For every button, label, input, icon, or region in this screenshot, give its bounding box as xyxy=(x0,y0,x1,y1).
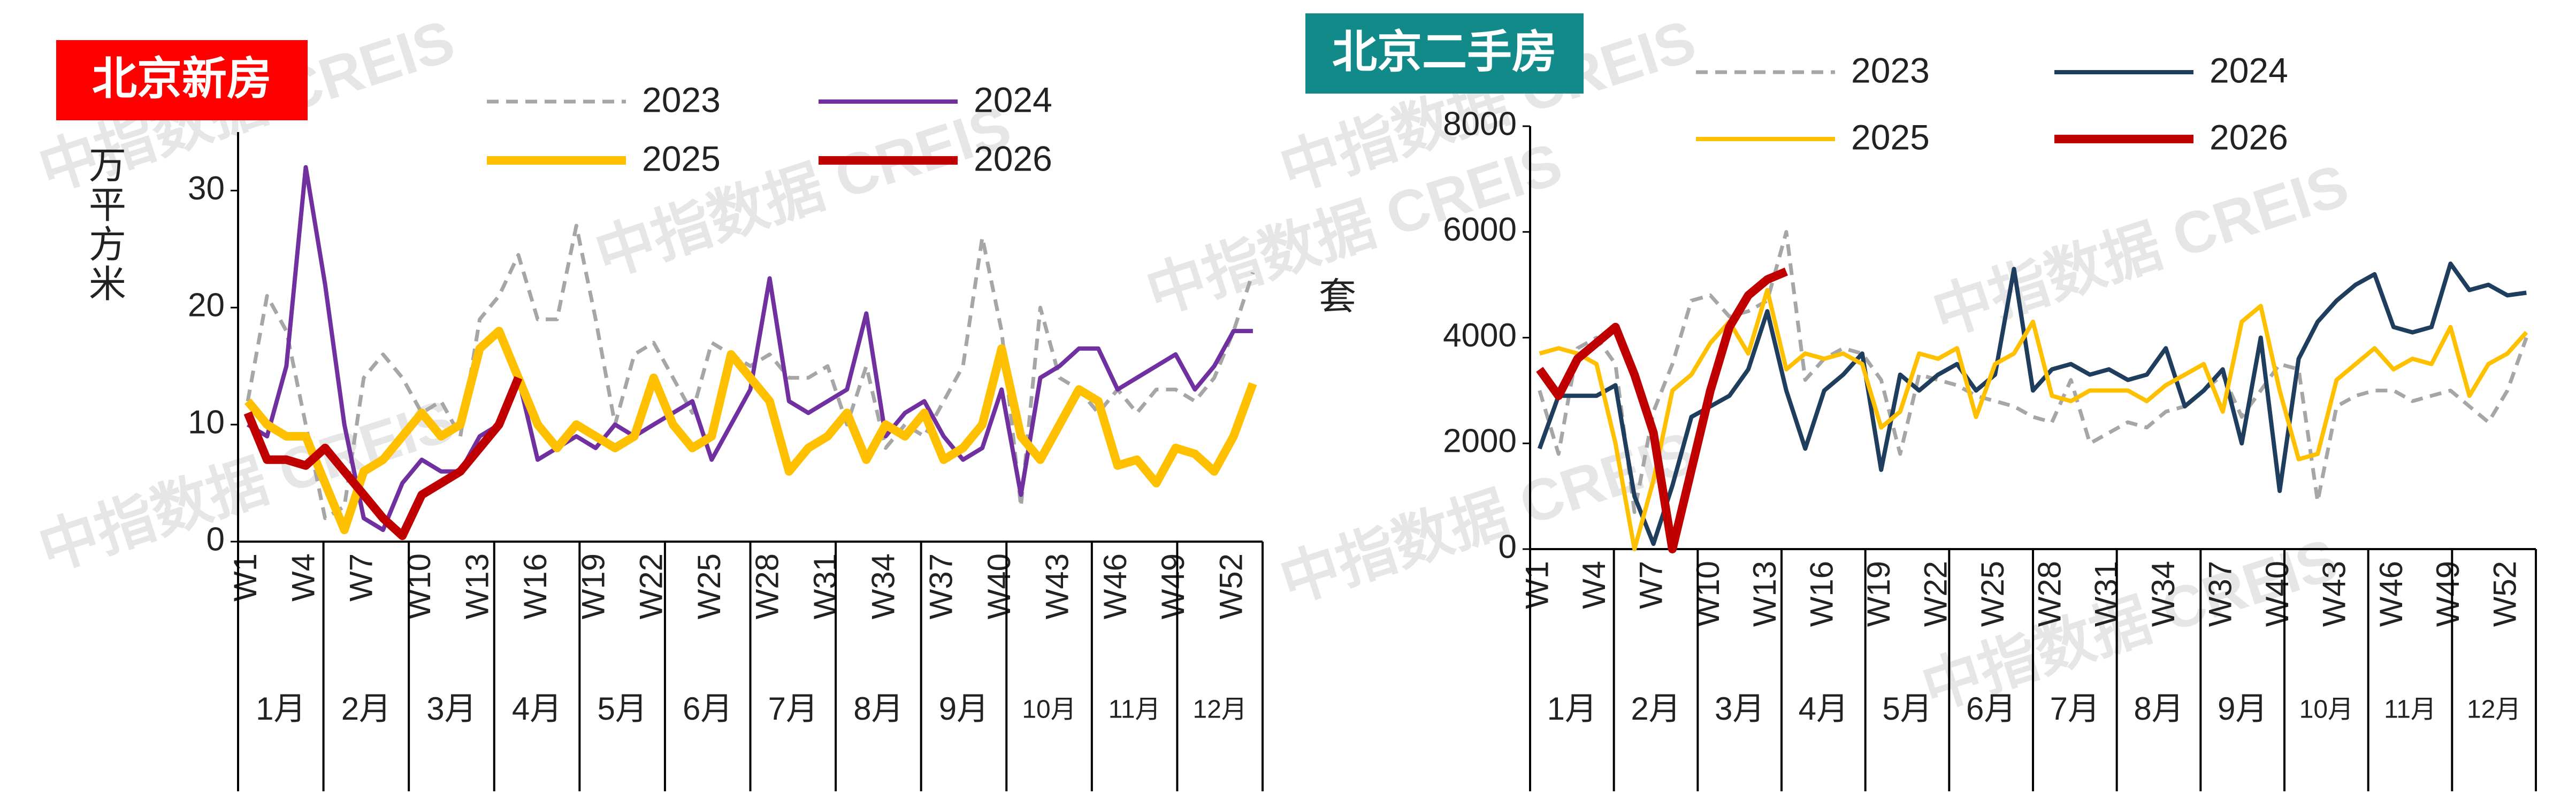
month-label: 6月 xyxy=(1966,691,2016,727)
series-line xyxy=(1538,230,2528,514)
month-label: 9月 xyxy=(939,691,989,727)
month-label: 7月 xyxy=(768,691,818,727)
x-tick-label: W25 xyxy=(1975,561,2011,627)
legend-label: 2026 xyxy=(974,138,1052,178)
x-tick-label: W10 xyxy=(401,553,437,619)
month-label: 12月 xyxy=(1193,696,1247,724)
x-tick-label: W37 xyxy=(923,553,959,619)
y-tick-label: 30 xyxy=(188,170,225,207)
x-tick-label: W40 xyxy=(2259,561,2295,627)
y-tick-label: 8000 xyxy=(1443,105,1517,142)
x-tick-label: W46 xyxy=(1097,553,1133,619)
month-label: 10月 xyxy=(1022,696,1076,724)
series-line xyxy=(247,165,1253,533)
legend-label: 2023 xyxy=(642,80,721,119)
legend-label: 2026 xyxy=(2210,117,2288,157)
y-tick-label: 0 xyxy=(207,521,225,558)
x-tick-label: W10 xyxy=(1690,561,1726,627)
x-tick-label: W31 xyxy=(2089,561,2124,627)
x-tick-label: W28 xyxy=(749,553,785,619)
x-tick-label: W31 xyxy=(807,553,843,619)
y-tick-label: 6000 xyxy=(1443,211,1517,248)
x-tick-label: W22 xyxy=(633,553,669,619)
month-label: 8月 xyxy=(2134,691,2183,727)
legend-label: 2024 xyxy=(2210,50,2288,90)
month-label: 4月 xyxy=(1799,691,1848,727)
x-tick-label: W52 xyxy=(2487,561,2523,627)
x-tick-label: W25 xyxy=(691,553,727,619)
x-tick-label: W13 xyxy=(459,553,495,619)
x-tick-label: W7 xyxy=(343,553,379,602)
month-label: 2月 xyxy=(1631,691,1680,727)
x-tick-label: W1 xyxy=(227,553,263,602)
watermark: 中指数据 CREIS xyxy=(587,93,1018,289)
month-label: 11月 xyxy=(1109,696,1161,724)
series-line xyxy=(246,223,1255,520)
x-tick-label: W49 xyxy=(1155,553,1191,619)
month-label: 11月 xyxy=(2384,696,2436,724)
y-tick-label: 4000 xyxy=(1443,317,1517,354)
month-label: 8月 xyxy=(853,691,903,727)
month-label: 10月 xyxy=(2299,696,2353,724)
x-tick-label: W19 xyxy=(1861,561,1897,627)
x-tick-label: W4 xyxy=(285,553,321,602)
month-label: 1月 xyxy=(1547,691,1597,727)
y-axis-label: 万平方米 xyxy=(84,145,126,304)
month-label: 9月 xyxy=(2218,691,2267,727)
y-tick-label: 0 xyxy=(1499,528,1517,565)
y-axis-label: 套 xyxy=(1319,275,1356,317)
legend-label: 2025 xyxy=(1851,117,1930,157)
x-tick-label: W4 xyxy=(1576,561,1612,609)
month-label: 6月 xyxy=(683,691,732,727)
watermark: 中指数据 CREIS xyxy=(1925,152,2356,348)
legend-label: 2023 xyxy=(1851,50,1930,90)
x-tick-label: W22 xyxy=(1917,561,1953,627)
chart-title: 北京二手房 xyxy=(1332,27,1557,77)
x-tick-label: W16 xyxy=(1804,561,1840,627)
x-tick-label: W1 xyxy=(1519,561,1555,609)
month-label: 5月 xyxy=(597,691,647,727)
x-tick-label: W28 xyxy=(2031,561,2067,627)
x-tick-label: W16 xyxy=(517,553,553,619)
x-tick-label: W7 xyxy=(1633,561,1669,609)
x-tick-label: W43 xyxy=(1039,553,1075,619)
month-label: 3月 xyxy=(1715,691,1764,727)
x-tick-label: W37 xyxy=(2203,561,2238,627)
chart-title: 北京新房 xyxy=(92,53,272,104)
x-tick-label: W19 xyxy=(575,553,611,619)
month-label: 3月 xyxy=(426,691,476,727)
month-label: 5月 xyxy=(1882,691,1932,727)
x-tick-label: W40 xyxy=(981,553,1017,619)
y-tick-label: 2000 xyxy=(1443,423,1517,460)
month-label: 12月 xyxy=(2467,696,2521,724)
x-tick-label: W52 xyxy=(1213,553,1249,619)
y-tick-label: 10 xyxy=(188,404,225,441)
x-tick-label: W34 xyxy=(2145,561,2181,627)
x-tick-label: W49 xyxy=(2430,561,2466,627)
series-line xyxy=(244,327,1257,535)
x-tick-label: W43 xyxy=(2316,561,2352,627)
month-label: 7月 xyxy=(2050,691,2100,727)
month-label: 2月 xyxy=(341,691,391,727)
series-line xyxy=(243,376,523,541)
legend-label: 2024 xyxy=(974,80,1052,119)
x-tick-label: W34 xyxy=(865,553,901,619)
title-box xyxy=(1305,13,1584,94)
y-tick-label: 20 xyxy=(188,287,225,324)
month-label: 1月 xyxy=(256,691,305,727)
x-tick-label: W13 xyxy=(1747,561,1783,627)
legend-label: 2025 xyxy=(642,138,721,178)
month-label: 4月 xyxy=(512,691,562,727)
series-line xyxy=(1539,288,2528,551)
series-line xyxy=(1536,267,1788,553)
title-box xyxy=(56,40,308,120)
x-tick-label: W46 xyxy=(2373,561,2409,627)
